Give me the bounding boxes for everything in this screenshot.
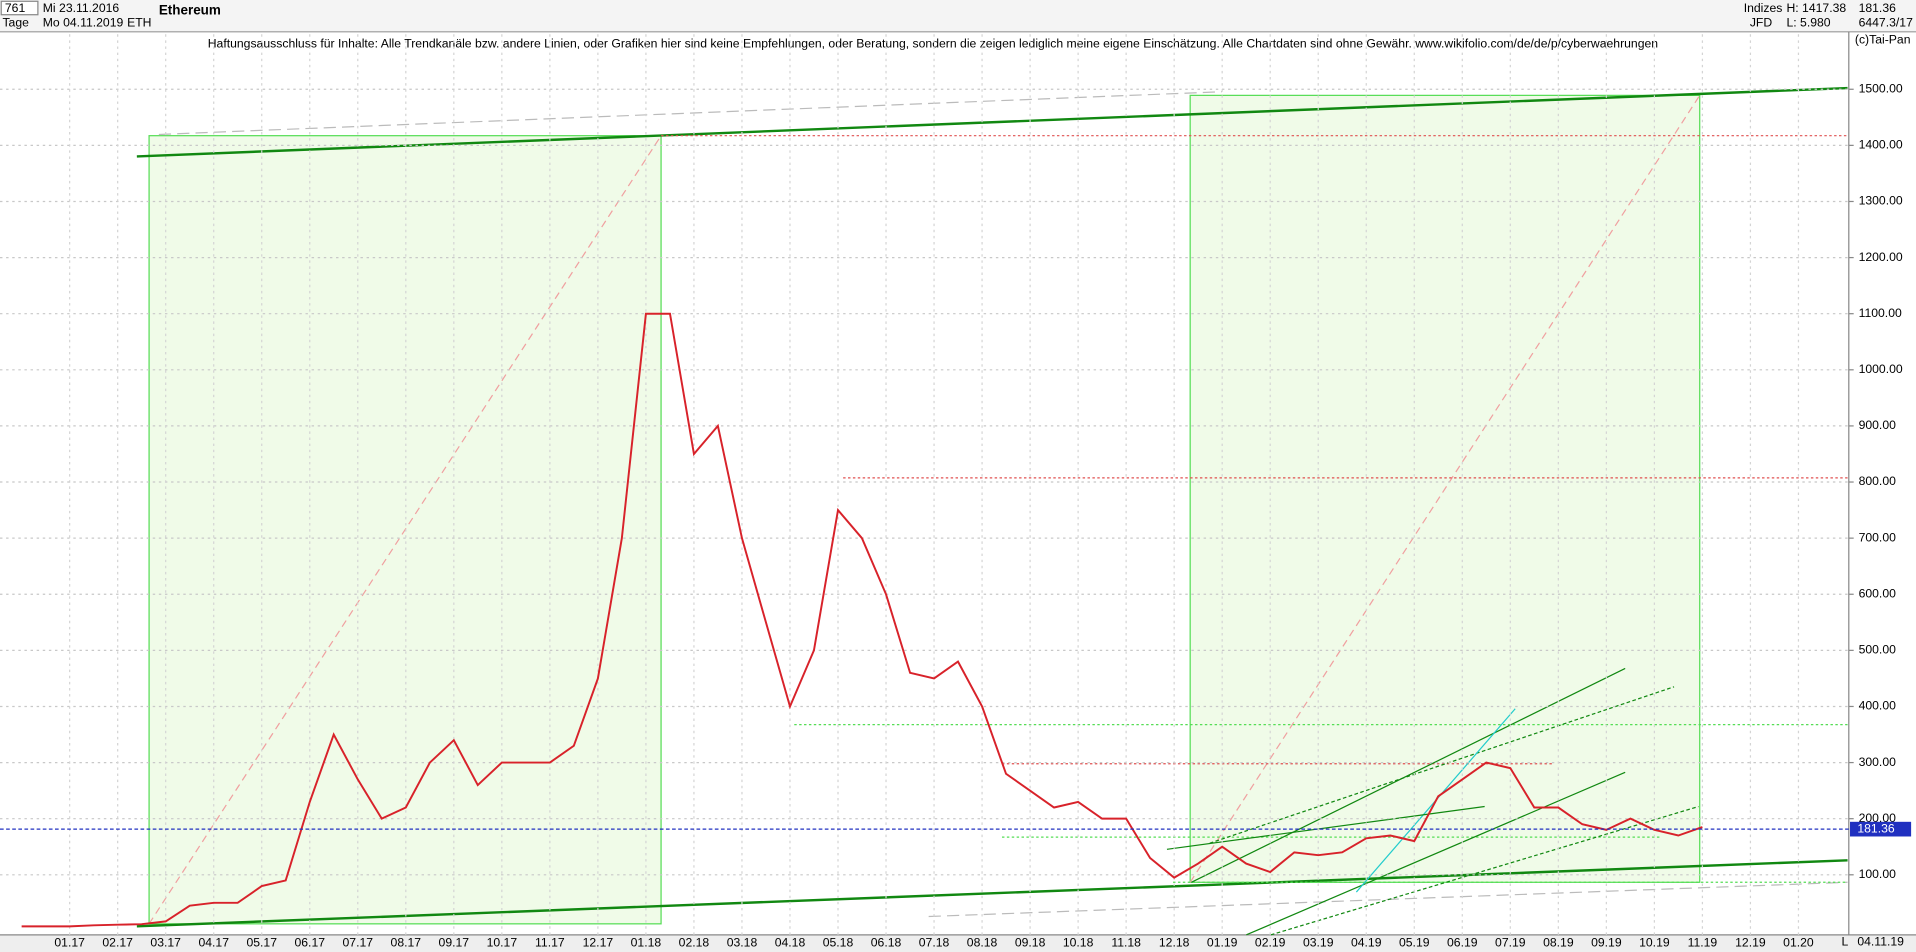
- x-tick-label: 06.19: [1447, 936, 1478, 950]
- low: L: 5.980: [1786, 15, 1830, 29]
- group: Indizes: [1744, 1, 1783, 15]
- x-tick-label: 01.20: [1783, 936, 1814, 950]
- last-price-box: [1850, 821, 1912, 837]
- start-date: Mi 23.11.2016: [43, 1, 120, 15]
- x-tick-label: 05.19: [1399, 936, 1430, 950]
- copyright: (c)Tai-Pan: [1855, 33, 1911, 47]
- x-tick-label: 04.18: [775, 936, 806, 950]
- y-tick-label: 700.00: [1859, 530, 1897, 544]
- x-tick-label: 04.19: [1351, 936, 1382, 950]
- y-tick-label: 1400.00: [1859, 138, 1903, 152]
- y-tick-label: 1000.00: [1859, 362, 1903, 376]
- y-tick-label: 500.00: [1859, 643, 1897, 657]
- disclaimer: Haftungsausschluss für Inhalte: Alle Tre…: [208, 36, 1658, 50]
- last-price-label: 181.36: [1857, 821, 1895, 835]
- x-tick-label: 03.17: [150, 936, 181, 950]
- y-tick-label: 1100.00: [1859, 306, 1902, 320]
- y-tick-label: 600.00: [1859, 586, 1897, 600]
- x-tick-label: 01.18: [631, 936, 662, 950]
- price-line: [21, 312, 1703, 928]
- x-tick-label: 12.18: [1159, 936, 1190, 950]
- channel-line: [1270, 805, 1699, 936]
- channel-line: [1166, 805, 1485, 850]
- x-tick-label: 11.19: [1688, 936, 1718, 950]
- last-price: 181.36: [1859, 1, 1897, 15]
- y-tick-label: 1500.00: [1859, 81, 1903, 95]
- channel-line: [1191, 667, 1626, 883]
- grid: 100.00 200.00 300.00 400.00 500.00 600.00 700.…: [0, 34, 1903, 950]
- x-tick-label: 09.18: [1015, 936, 1046, 950]
- x-tick-label: 04.17: [198, 936, 229, 950]
- x-tick-label: 10.17: [487, 936, 518, 950]
- high: H: 1417.38: [1786, 1, 1846, 15]
- x-tick-label: 08.17: [391, 936, 422, 950]
- x-tick-label: 02.18: [679, 936, 710, 950]
- marks: 181.36: [0, 312, 1912, 928]
- x-tick-label: 09.17: [439, 936, 470, 950]
- x-tick-label: 02.17: [102, 936, 133, 950]
- diagonal: [148, 135, 662, 925]
- x-tick-label: 03.19: [1303, 936, 1334, 950]
- x-tick-label: 11.18: [1111, 936, 1141, 950]
- symbol: ETH: [127, 15, 151, 29]
- x-axis-band: [0, 934, 1916, 952]
- end-date: Mo 04.11.2019: [43, 15, 124, 29]
- y-tick-label: 1200.00: [1859, 250, 1903, 264]
- x-tick-label: 02.19: [1255, 936, 1286, 950]
- x-tick-label: 12.17: [583, 936, 614, 950]
- x-tick-label: 01.17: [54, 936, 85, 950]
- trend-line: [158, 91, 1222, 136]
- x-tick-label: 09.19: [1591, 936, 1622, 950]
- y-tick-label: 1300.00: [1859, 194, 1903, 208]
- y-tick-label: 900.00: [1859, 418, 1897, 432]
- x-tick-label: 05.18: [823, 936, 854, 950]
- volume: 6447.3/17: [1859, 15, 1914, 29]
- end-label: 04.11.19: [1857, 934, 1904, 948]
- x-tick-label: 08.18: [967, 936, 998, 950]
- x-tick-label: 10.18: [1063, 936, 1094, 950]
- annotations: [136, 86, 1848, 936]
- x-tick-label: 05.17: [246, 936, 277, 950]
- x-tick-label: 10.19: [1639, 936, 1670, 950]
- diagonal: [1189, 95, 1701, 883]
- id: 761: [5, 1, 26, 15]
- x-tick-label: 07.17: [343, 936, 374, 950]
- y-tick-label: 200.00: [1859, 811, 1897, 825]
- period[interactable]: Tage: [2, 15, 29, 29]
- x-tick-label: 08.19: [1543, 936, 1574, 950]
- y-tick-label: 400.00: [1859, 699, 1897, 713]
- scale-letter: L: [1841, 934, 1848, 948]
- x-tick-label: 03.18: [727, 936, 758, 950]
- x-tick-label: 12.19: [1735, 936, 1766, 950]
- x-tick-label: 07.18: [919, 936, 950, 950]
- chart-title: Ethereum: [159, 3, 221, 18]
- y-tick-label: 300.00: [1859, 755, 1897, 769]
- id-box[interactable]: [0, 0, 39, 16]
- x-tick-label: 06.18: [871, 936, 902, 950]
- x-tick-label: 06.17: [294, 936, 325, 950]
- x-tick-label: 01.19: [1207, 936, 1238, 950]
- x-tick-label: 07.19: [1495, 936, 1526, 950]
- trend-line: [136, 859, 1848, 928]
- channel-line: [1246, 771, 1626, 936]
- source: JFD: [1750, 15, 1773, 29]
- header-bar: [0, 0, 1916, 32]
- y-tick-label: 800.00: [1859, 474, 1897, 488]
- x-tick-label: 11.17: [535, 936, 565, 950]
- channel-line: [1209, 686, 1675, 844]
- y-tick-label: 100.00: [1859, 867, 1897, 881]
